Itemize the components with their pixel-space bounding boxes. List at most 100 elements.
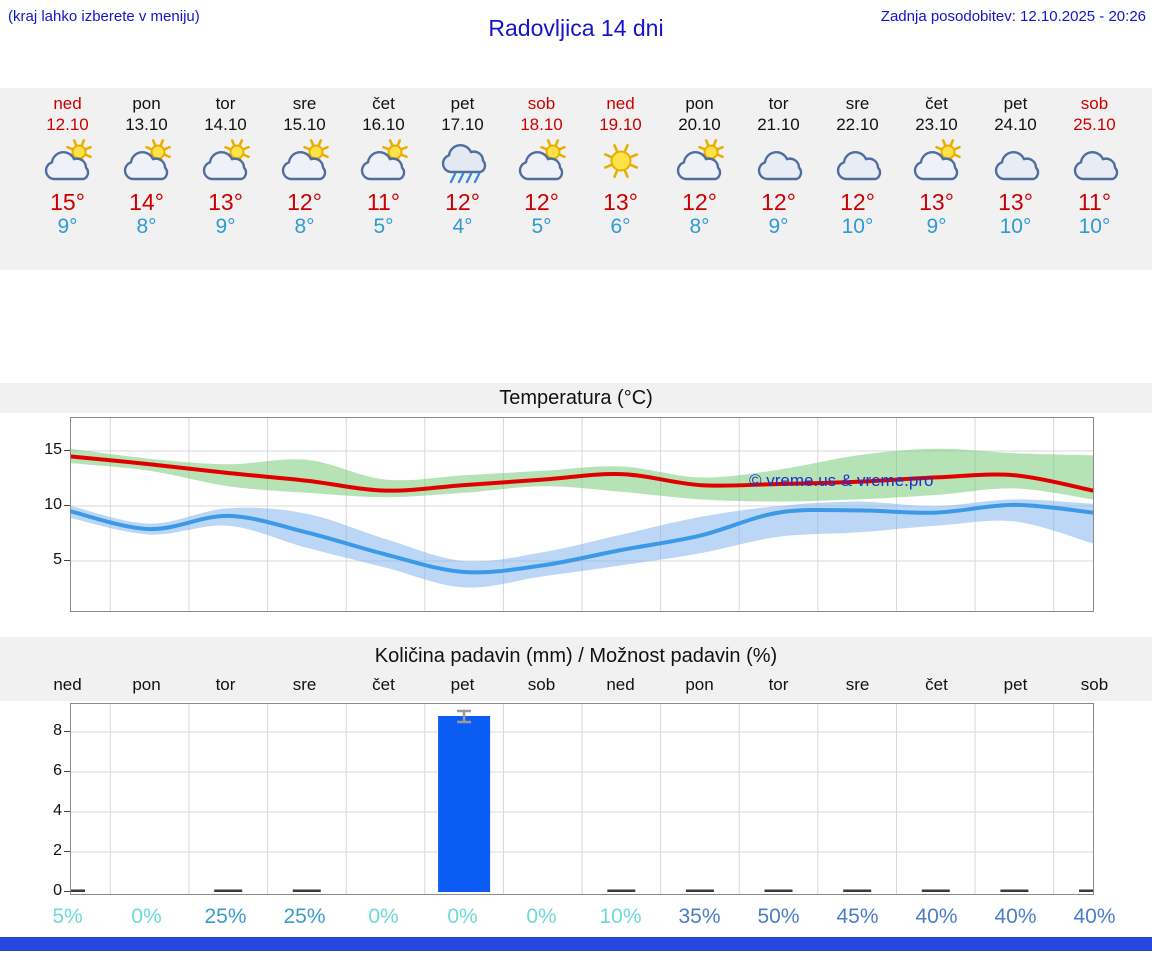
axis-tick — [64, 891, 70, 892]
sun-cloud-icon — [265, 135, 344, 185]
precip-probability: 25% — [204, 905, 247, 928]
precip-probability: 0% — [368, 905, 399, 928]
forecast-strip-background — [0, 88, 1152, 270]
temp-y-tick-label: 5 — [53, 551, 62, 568]
day-date: 21.10 — [757, 115, 800, 134]
day-name: ned — [606, 94, 635, 113]
sun-cloud-icon — [897, 135, 976, 185]
error-bar — [457, 709, 472, 724]
precip-day-label: sob — [527, 675, 556, 694]
day-name: pet — [450, 94, 475, 113]
forecast-day: ned 19.10 13° 6° — [581, 88, 660, 239]
day-name: pet — [1003, 94, 1028, 113]
day-max-temp: 11° — [366, 189, 401, 215]
precip-day-label: ned — [53, 675, 82, 694]
day-max-temp: 13° — [208, 189, 243, 215]
trace-precipitation-bar — [685, 889, 714, 892]
day-name: sob — [527, 94, 556, 113]
precip-probability: 40% — [1073, 905, 1116, 928]
precip-y-tick-label: 6 — [53, 762, 62, 779]
precip-probability: 25% — [283, 905, 326, 928]
precip-probability: 45% — [836, 905, 879, 928]
watermark-link[interactable]: © vreme.us & vreme.pro — [749, 471, 933, 490]
forecast-day: pon 20.10 12° 8° — [660, 88, 739, 239]
page-title: Radovljica 14 dni — [488, 15, 664, 41]
precip-y-tick-label: 8 — [53, 722, 62, 739]
day-max-temp: 13° — [603, 189, 638, 215]
day-date: 18.10 — [520, 115, 563, 134]
forecast-day: sre 22.10 12° 10° — [818, 88, 897, 239]
axis-tick — [64, 851, 70, 852]
precip-probability: 35% — [678, 905, 721, 928]
day-min-temp: 5° — [531, 215, 552, 238]
day-min-temp: 8° — [294, 215, 315, 238]
day-name: sob — [1080, 94, 1109, 113]
day-min-temp: 5° — [373, 215, 394, 238]
cloud-icon — [976, 135, 1055, 185]
temperature-chart-title: Temperatura (°C) — [0, 383, 1152, 413]
day-max-temp: 13° — [919, 189, 954, 215]
axis-tick — [64, 771, 70, 772]
precip-day-label: tor — [768, 675, 789, 694]
sun-cloud-icon — [186, 135, 265, 185]
forecast-day: čet 23.10 13° 9° — [897, 88, 976, 239]
temp-y-tick-label: 10 — [44, 496, 62, 513]
sun-cloud-icon — [28, 135, 107, 185]
precip-day-label: čet — [372, 675, 395, 694]
precip-day-label: pet — [450, 675, 475, 694]
day-date: 20.10 — [678, 115, 721, 134]
day-date: 15.10 — [283, 115, 326, 134]
rain-cloud-icon — [423, 135, 502, 185]
day-min-temp: 9° — [926, 215, 947, 238]
precipitation-bar — [438, 716, 491, 892]
trace-precipitation-bar — [214, 889, 243, 892]
trace-precipitation-bar — [57, 889, 85, 892]
precip-day-label: sob — [1080, 675, 1109, 694]
precip-day-label: ned — [606, 675, 635, 694]
day-min-temp: 10° — [841, 215, 874, 238]
day-max-temp: 11° — [1077, 189, 1112, 215]
trace-precipitation-bar — [921, 889, 950, 892]
forecast-day: pon 13.10 14° 8° — [107, 88, 186, 239]
precip-day-label: pon — [132, 675, 161, 694]
day-min-temp: 9° — [768, 215, 789, 238]
cloud-icon — [1055, 135, 1134, 185]
precip-probability: 0% — [526, 905, 557, 928]
axis-tick — [64, 811, 70, 812]
day-max-temp: 14° — [129, 189, 164, 215]
day-max-temp: 15° — [50, 189, 85, 215]
forecast-day: pet 17.10 12° 4° — [423, 88, 502, 239]
day-name: pon — [132, 94, 161, 113]
forecast-day: sob 18.10 12° 5° — [502, 88, 581, 239]
day-date: 19.10 — [599, 115, 642, 134]
day-min-temp: 9° — [215, 215, 236, 238]
precip-day-label: sre — [292, 675, 317, 694]
trace-precipitation-bar — [764, 889, 793, 892]
day-name: čet — [925, 94, 948, 113]
precip-probability: 50% — [757, 905, 800, 928]
day-name: sre — [845, 94, 870, 113]
trace-precipitation-bar — [1079, 889, 1107, 892]
sun-cloud-icon — [502, 135, 581, 185]
forecast-day: tor 21.10 12° 9° — [739, 88, 818, 239]
trace-precipitation-bar — [607, 889, 636, 892]
day-date: 24.10 — [994, 115, 1037, 134]
day-date: 16.10 — [362, 115, 405, 134]
day-name: tor — [768, 94, 789, 113]
precipitation-probability-row: 5% 0% 25% 25% 0% 0% 0% 10% 35% 50% 45% 40% 40% 40% — [28, 903, 1134, 931]
sun-cloud-icon — [344, 135, 423, 185]
sun-cloud-icon — [660, 135, 739, 185]
day-max-temp: 12° — [524, 189, 559, 215]
forecast-day: ned 12.10 15° 9° — [28, 88, 107, 239]
precip-y-tick-label: 2 — [53, 842, 62, 859]
precip-day-label: tor — [215, 675, 236, 694]
forecast-day: sre 15.10 12° 8° — [265, 88, 344, 239]
precip-probability: 40% — [915, 905, 958, 928]
day-name: pon — [685, 94, 714, 113]
cloud-icon — [818, 135, 897, 185]
precipitation-header-strip: Količina padavin (mm) / Možnost padavin … — [0, 637, 1152, 701]
day-max-temp: 12° — [287, 189, 322, 215]
day-min-temp: 6° — [610, 215, 631, 238]
day-name: tor — [215, 94, 236, 113]
